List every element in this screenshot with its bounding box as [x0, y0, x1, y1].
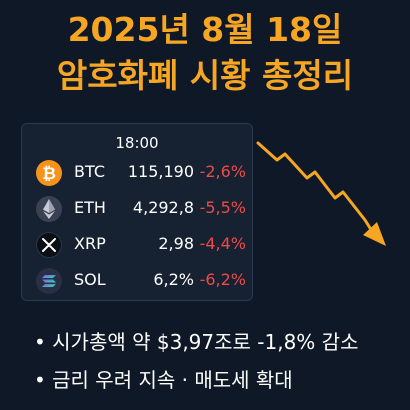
svg-text:₿: ₿: [42, 164, 56, 184]
xrp-icon: [36, 232, 62, 258]
coin-symbol: BTC: [74, 162, 105, 181]
down-trend-arrow-icon: [256, 141, 386, 246]
coin-symbol: XRP: [74, 234, 106, 253]
coin-change: -2,6%: [199, 162, 246, 181]
coin-row-eth: ETH 4,292,8 -5,5%: [22, 194, 252, 224]
summary-market-cap: • 시가총액 약 $3,97조로 -1,8% 감소: [34, 330, 359, 354]
solana-icon: [36, 268, 62, 294]
summary-rate-concern: • 금리 우려 지속 · 매도세 확대: [34, 368, 293, 392]
coin-change: -5,5%: [199, 198, 246, 217]
headline-subject: 암호화폐 시황 총정리: [56, 56, 354, 95]
coin-price: 115,190: [127, 162, 194, 181]
coin-price: 6,2%: [153, 270, 194, 289]
coin-row-xrp: XRP 2,98 -4,4%: [22, 230, 252, 260]
bitcoin-icon: ₿: [36, 160, 62, 186]
coin-symbol: SOL: [74, 270, 106, 289]
coin-row-sol: SOL 6,2% -6,2%: [22, 266, 252, 296]
headline-date: 2025년 8월 18일: [67, 10, 343, 49]
coin-price: 4,292,8: [132, 198, 194, 217]
coin-row-btc: ₿ BTC 115,190 -2,6%: [22, 158, 252, 188]
coin-change: -4,4%: [199, 234, 246, 253]
ticker-time: 18:00: [115, 134, 159, 152]
price-ticker-card: 18:00 ₿ BTC 115,190 -2,6% ETH 4,292,8 -5…: [21, 123, 253, 301]
coin-symbol: ETH: [74, 198, 106, 217]
ethereum-icon: [36, 196, 62, 222]
coin-change: -6,2%: [199, 270, 246, 289]
coin-price: 2,98: [158, 234, 194, 253]
